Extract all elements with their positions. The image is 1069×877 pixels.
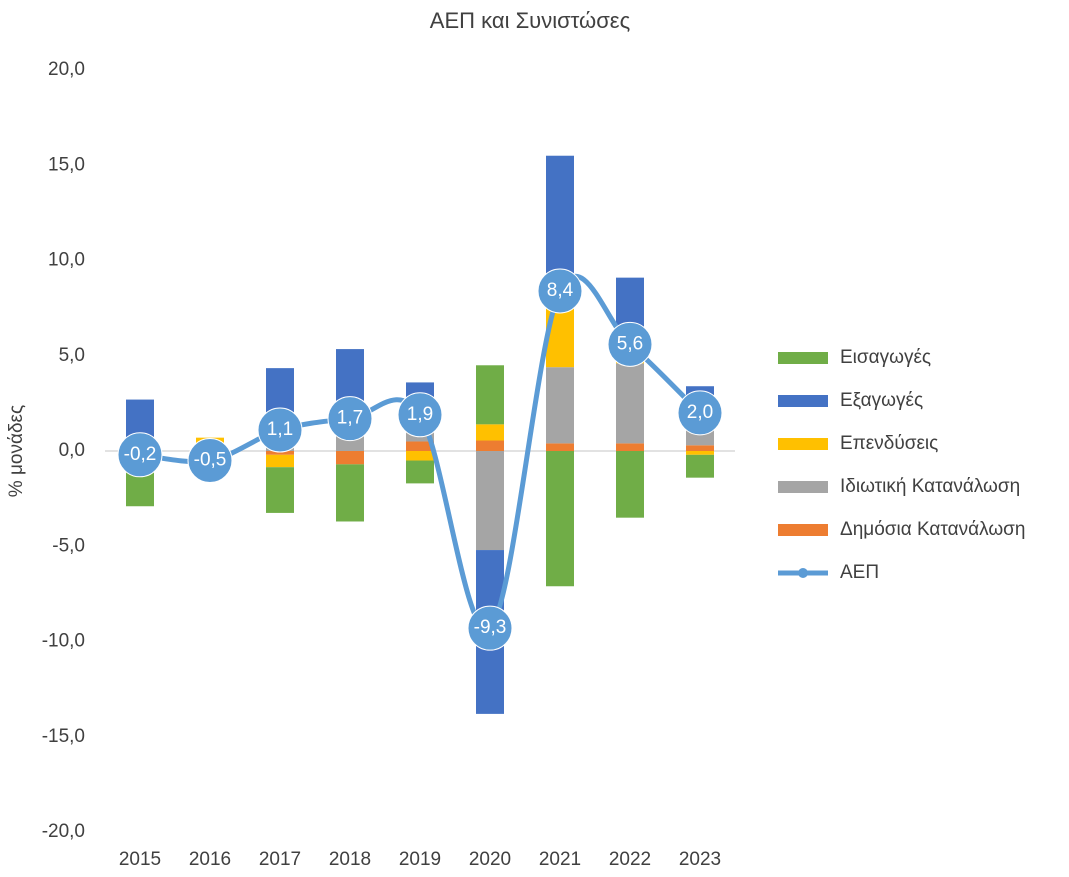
data-label: 1,7 bbox=[337, 408, 363, 429]
legend-swatch bbox=[778, 395, 828, 407]
bar bbox=[546, 367, 574, 444]
legend-label: Εισαγωγές bbox=[840, 347, 931, 368]
data-label: 1,1 bbox=[267, 419, 293, 440]
y-tick-label: 20,0 bbox=[48, 59, 85, 80]
data-label: -0,2 bbox=[124, 444, 157, 465]
bar bbox=[476, 440, 504, 451]
data-label: -0,5 bbox=[194, 450, 227, 471]
y-tick-label: -20,0 bbox=[42, 821, 85, 842]
y-tick-label: -5,0 bbox=[52, 535, 85, 556]
point bbox=[537, 268, 583, 314]
bar bbox=[126, 399, 154, 438]
chart-title: ΑΕΠ και Συνιστώσες bbox=[430, 8, 630, 33]
data-label: 1,9 bbox=[407, 404, 433, 425]
bar bbox=[406, 451, 434, 461]
legend-swatch bbox=[778, 481, 828, 493]
data-label: 2,0 bbox=[687, 402, 713, 423]
bar bbox=[406, 460, 434, 484]
point bbox=[117, 432, 163, 478]
data-label: 8,4 bbox=[547, 280, 574, 301]
y-tick-label: 5,0 bbox=[59, 345, 85, 366]
y-axis-title: % μονάδες bbox=[6, 405, 27, 497]
legend-label: Ιδιωτική Κατανάλωση bbox=[840, 476, 1020, 497]
y-tick-label: -15,0 bbox=[42, 726, 85, 747]
bar bbox=[616, 443, 644, 451]
legend-swatch bbox=[778, 352, 828, 364]
bar bbox=[686, 454, 714, 478]
legend-label: Επενδύσεις bbox=[840, 433, 938, 454]
legend-label: ΑΕΠ bbox=[840, 562, 879, 583]
bar bbox=[476, 424, 504, 441]
bar bbox=[616, 363, 644, 444]
legend-swatch bbox=[778, 524, 828, 536]
bar bbox=[406, 441, 434, 451]
x-tick-label: 2023 bbox=[679, 849, 721, 870]
bar bbox=[546, 451, 574, 587]
x-tick-label: 2022 bbox=[609, 849, 651, 870]
point bbox=[257, 407, 303, 453]
x-tick-label: 2015 bbox=[119, 849, 161, 870]
point bbox=[187, 438, 233, 484]
bar bbox=[336, 451, 364, 465]
legend-swatch bbox=[798, 568, 808, 578]
data-label: 5,6 bbox=[617, 333, 643, 354]
legend-label: Δημόσια Κατανάλωση bbox=[840, 519, 1025, 540]
bar bbox=[266, 454, 294, 468]
legend-swatch bbox=[778, 438, 828, 450]
y-tick-label: -10,0 bbox=[42, 631, 85, 652]
point bbox=[397, 392, 443, 438]
bar bbox=[336, 464, 364, 522]
x-tick-label: 2020 bbox=[469, 849, 511, 870]
y-tick-label: 10,0 bbox=[48, 250, 85, 271]
y-tick-label: 0,0 bbox=[59, 440, 85, 461]
x-tick-label: 2017 bbox=[259, 849, 301, 870]
bar bbox=[476, 451, 504, 551]
x-tick-label: 2018 bbox=[329, 849, 371, 870]
bar bbox=[266, 467, 294, 513]
bar bbox=[546, 443, 574, 451]
legend-label: Εξαγωγές bbox=[840, 390, 923, 411]
bar bbox=[266, 451, 294, 455]
point bbox=[607, 321, 653, 367]
x-tick-label: 2019 bbox=[399, 849, 441, 870]
point bbox=[677, 390, 723, 436]
bar bbox=[686, 445, 714, 451]
bar bbox=[616, 451, 644, 518]
bar bbox=[686, 451, 714, 455]
bar bbox=[476, 365, 504, 425]
y-tick-label: 15,0 bbox=[48, 154, 85, 175]
x-tick-label: 2021 bbox=[539, 849, 581, 870]
point bbox=[467, 605, 513, 651]
data-label: -9,3 bbox=[474, 617, 507, 638]
point bbox=[327, 396, 373, 442]
x-tick-label: 2016 bbox=[189, 849, 231, 870]
